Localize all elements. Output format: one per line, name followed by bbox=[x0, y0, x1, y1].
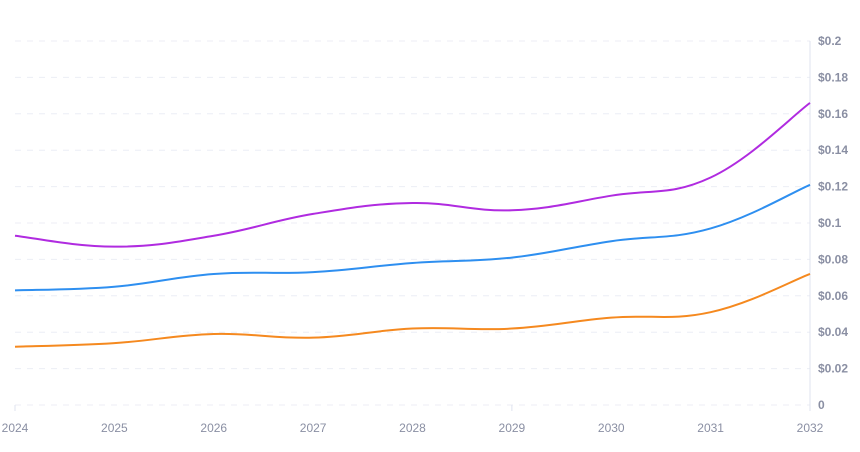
x-tick-label: 2031 bbox=[697, 421, 724, 435]
y-tick-label: $0.18 bbox=[818, 70, 848, 84]
y-tick-label: $0.12 bbox=[818, 180, 848, 194]
y-axis-ticks: 0 $0.02 $0.04 $0.06 $0.08 $0.1 $0.12 $0.14 $0.16… bbox=[818, 34, 848, 412]
y-tick-label: $0.08 bbox=[818, 252, 848, 266]
y-tick-label: $0.1 bbox=[818, 216, 842, 230]
y-tick-label: 0 bbox=[818, 398, 825, 412]
x-tick-label: 2025 bbox=[101, 421, 128, 435]
x-tick-label: 2032 bbox=[797, 421, 824, 435]
y-tick-label: $0.14 bbox=[818, 143, 848, 157]
x-tick-label: 2028 bbox=[399, 421, 426, 435]
x-tick-label: 2027 bbox=[300, 421, 327, 435]
series-line-1 bbox=[14, 102, 811, 248]
x-axis-ticks: 2024 2025 2026 2027 2028 2029 2030 2031 2032 bbox=[2, 405, 824, 435]
series-line-3 bbox=[14, 273, 811, 348]
y-tick-label: $0.02 bbox=[818, 362, 848, 376]
x-tick-label: 2026 bbox=[200, 421, 227, 435]
y-tick-label: $0.2 bbox=[818, 34, 842, 48]
y-tick-label: $0.04 bbox=[818, 325, 848, 339]
y-tick-label: $0.06 bbox=[818, 289, 848, 303]
y-tick-label: $0.16 bbox=[818, 107, 848, 121]
grid-lines bbox=[15, 40, 810, 406]
series-lines bbox=[14, 102, 811, 348]
x-tick-label: 2030 bbox=[598, 421, 625, 435]
x-tick-label: 2024 bbox=[2, 421, 29, 435]
x-tick-label: 2029 bbox=[499, 421, 526, 435]
series-line-2 bbox=[14, 183, 811, 292]
